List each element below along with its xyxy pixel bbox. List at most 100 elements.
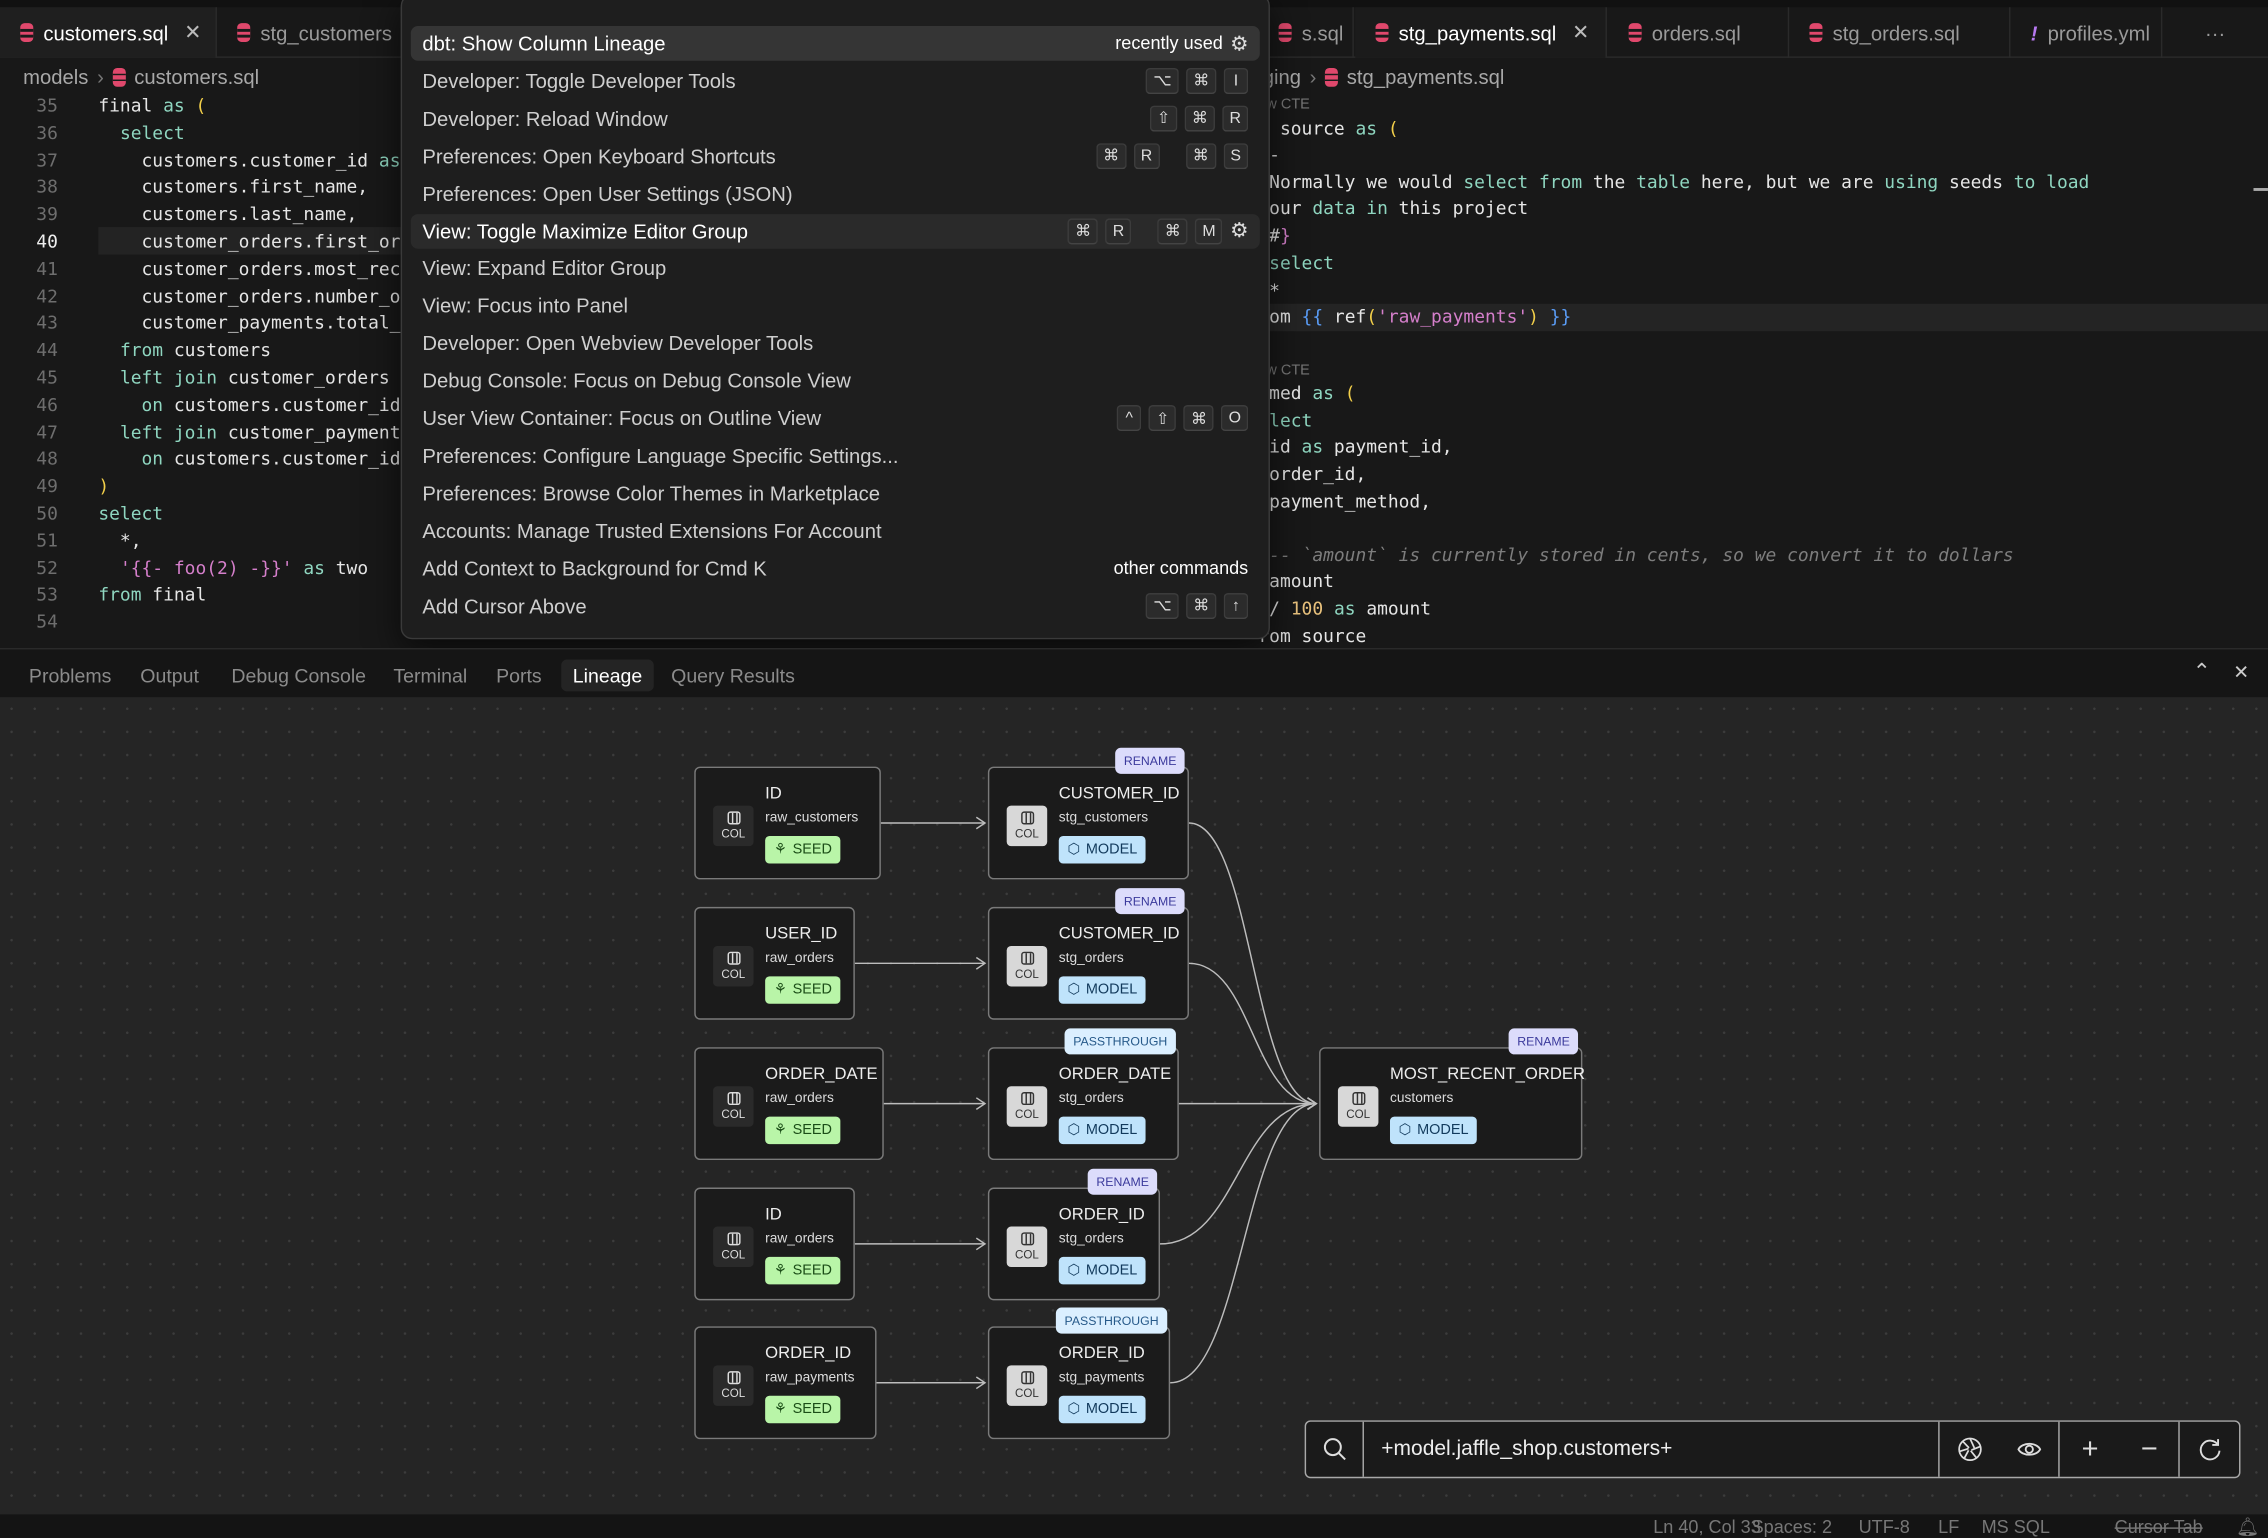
keybinding-key: ⌘ [1157,217,1188,244]
encoding[interactable]: UTF-8 [1858,1517,1910,1538]
editor-tab[interactable]: s.sql [1258,7,1354,58]
column-icon: COL [1006,1086,1048,1127]
editor-tab[interactable]: orders.sql [1608,7,1790,58]
editor-tab[interactable]: stg_payments.sql ✕ [1355,7,1607,58]
panel-tab-ports[interactable]: Ports [496,664,542,687]
editor-tab[interactable]: stg_customers [217,7,403,58]
cube-icon: ⬡ [1398,1122,1412,1139]
editor-tab[interactable]: ! profiles.yml [2010,7,2163,58]
transform-badge: PASSTHROUGH [1064,1028,1176,1055]
code-token: * [1269,279,1280,301]
lineage-node[interactable]: COL ORDER_DATE stg_orders ⬡ MODEL PASSTHROUGH [987,1028,1179,1161]
lineage-node[interactable]: COL CUSTOMER_ID stg_orders ⬡ MODEL RENAME [987,888,1189,1020]
cursor-tab-toggle[interactable]: Cursor Tab [2114,1517,2203,1538]
code-token: ) [1528,305,1539,327]
node-type-label: SEED [792,841,832,858]
command-item[interactable]: Developer: Reload Window ⇧ ⌘ R [411,101,1260,136]
code-token: select [119,121,185,143]
code-line: *, [98,528,142,555]
tab-label: profiles.yml [2047,20,2151,45]
lineage-node[interactable]: COL ID raw_orders ⚘ SEED [694,1187,855,1301]
zoom-in-icon[interactable]: + [2081,1432,2099,1465]
lineage-node[interactable]: COL USER_ID raw_orders ⚘ SEED [694,906,855,1020]
maximize-panel-icon[interactable]: ⌃ [2192,659,2211,685]
command-item[interactable]: Debug Console: Focus on Debug Console Vi… [411,363,1260,398]
close-tab-icon[interactable]: ✕ [1572,20,1590,44]
lineage-node[interactable]: COL ORDER_ID stg_orders ⬡ MODEL RENAME [987,1168,1161,1301]
command-item[interactable]: Add Context to Background for Cmd K other… [411,550,1260,585]
command-item[interactable]: View: Toggle Maximize Editor Group ⌘ R ⌘ M ⚙ [410,213,1260,249]
line-ending[interactable]: LF [1938,1517,1960,1538]
transform-badge: RENAME [1115,747,1186,774]
panel-tab-bar: ⌃ ✕ Problems Output Debug Console Terminal P… [0,647,2268,698]
lineage-node[interactable]: COL ORDER_ID stg_payments ⬡ MODEL PASSTHROUGH [987,1307,1171,1440]
panel-tab-lineage[interactable]: Lineage [561,659,654,692]
panel-tab-output[interactable]: Output [140,664,199,687]
command-hint: recently used [1115,33,1223,54]
close-panel-icon[interactable]: ✕ [2233,661,2250,683]
command-item[interactable]: Preferences: Browse Color Themes in Mark… [411,476,1260,511]
code-token: -- `amount` is currently stored in cents… [1258,543,2014,566]
breadcrumb-folder[interactable]: ging [1262,65,1301,89]
edge-arrowhead [1307,1097,1318,1110]
command-meta: ⌘ R ⌘ M ⚙ [1067,217,1249,244]
lineage-node[interactable]: COL ID raw_customers ⚘ SEED [694,766,881,880]
lineage-edges [854,816,1318,1390]
code-token: customer_orders.number_o [98,284,401,307]
editor-tab[interactable]: stg_orders.sql [1789,7,2011,58]
gear-icon[interactable]: ⚙ [1230,218,1249,242]
panel-tab-problems[interactable]: Problems [28,664,112,687]
command-item[interactable]: Preferences: Open User Settings (JSON) [411,176,1260,211]
sprout-icon: ⚘ [773,982,787,999]
tab-overflow-menu[interactable]: ··· [2205,20,2226,45]
aperture-icon[interactable] [1940,1422,2001,1477]
panel-tab-terminal[interactable]: Terminal [393,664,468,687]
command-item[interactable]: Add Cursor Above ⌥ ⌘ ↑ [411,588,1260,623]
close-tab-icon[interactable]: ✕ [184,20,202,44]
command-item[interactable]: dbt: Show Column Lineage recently used ⚙ [410,26,1260,61]
code-token: our [1258,196,1313,219]
line-number: 38 [36,175,58,198]
zoom-out-icon[interactable]: − [2120,1421,2180,1477]
command-item[interactable]: View: Focus into Panel [411,288,1260,323]
breadcrumb-folder[interactable]: models [23,65,89,89]
database-icon [237,23,251,42]
lineage-node[interactable]: COL MOST_RECENT_ORDER customers ⬡ MODEL RENAM… [1319,1028,1585,1161]
breadcrumb-file[interactable]: stg_payments.sql [1346,65,1505,89]
lineage-canvas[interactable]: COL ID raw_customers ⚘ SEED COL USER_ID raw_ord… [0,697,2268,1516]
panel-tab-debug-console[interactable]: Debug Console [231,664,367,687]
command-item[interactable]: Preferences: Configure Language Specific… [411,438,1260,473]
command-item[interactable]: Accounts: Manage Trusted Extensions For … [411,513,1260,548]
command-item[interactable]: Preferences: Open Keyboard Shortcuts ⌘ R ⌘ S [411,138,1260,173]
columns-icon [726,951,740,965]
command-item[interactable]: Developer: Toggle Developer Tools ⌥ ⌘ I [411,63,1260,98]
panel-tab-query-results[interactable]: Query Results [671,664,795,687]
refresh-icon[interactable] [2180,1422,2239,1477]
cursor-position[interactable]: Ln 40, Col 33 [1653,1517,1761,1538]
transform-badge: RENAME [1087,1168,1158,1195]
eye-icon[interactable] [2000,1421,2060,1477]
command-item[interactable]: View: Expand Editor Group [411,251,1260,286]
database-icon [1628,23,1642,42]
cube-icon: ⬡ [1067,1262,1081,1279]
columns-icon [726,811,740,825]
lineage-node[interactable]: COL CUSTOMER_ID stg_customers ⬡ MODEL RENAME [987,747,1189,880]
code-token [293,556,304,578]
language-mode[interactable]: MS SQL [1981,1517,2050,1538]
code-token: 100 [1290,597,1324,620]
code-token: load [2046,170,2090,193]
command-item[interactable]: User View Container: Focus on Outline Vi… [411,401,1260,436]
lineage-search-input[interactable]: +model.jaffle_shop.customers+ [1364,1421,1940,1477]
code-line: Normally we would select from the table … [1258,169,2089,196]
gear-icon[interactable]: ⚙ [1230,31,1249,55]
current-line-highlight [1243,303,2268,332]
command-item[interactable]: Developer: Open Webview Developer Tools [411,326,1260,361]
editor-tab[interactable]: customers.sql ✕ [0,7,217,58]
bell-icon[interactable]: 🔔︎ [2236,1517,2260,1538]
indentation[interactable]: Spaces: 2 [1751,1517,1833,1538]
lineage-node[interactable]: COL ORDER_DATE raw_orders ⚘ SEED [694,1047,884,1161]
command-meta: ⌘ R ⌘ S [1095,142,1249,169]
breadcrumb-file[interactable]: customers.sql [134,65,260,89]
lineage-node[interactable]: COL ORDER_ID raw_payments ⚘ SEED [694,1326,877,1440]
